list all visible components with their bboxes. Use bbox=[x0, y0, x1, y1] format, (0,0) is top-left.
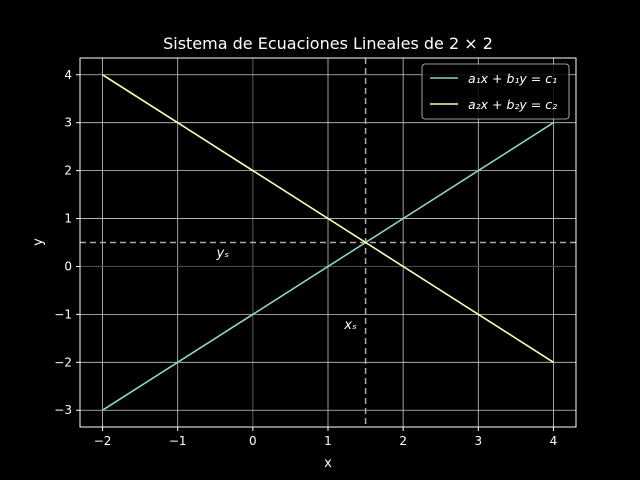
series-line-2 bbox=[102, 74, 554, 363]
x-tick-label: 2 bbox=[399, 434, 407, 448]
x-axis-label: x bbox=[324, 456, 332, 471]
y-axis-label: y bbox=[31, 238, 46, 246]
series-line-1 bbox=[102, 122, 554, 411]
legend: a₁x + b₁y = c₁ a₂x + b₂y = c₂ bbox=[421, 63, 570, 120]
y-tick-label: −3 bbox=[54, 403, 72, 417]
chart-title: Sistema de Ecuaciones Lineales de 2 × 2 bbox=[163, 34, 493, 53]
y-tick-label: 3 bbox=[64, 116, 72, 130]
legend-label-1: a₁x + b₁y = c₁ bbox=[468, 71, 557, 86]
y-tick-label: 0 bbox=[64, 259, 72, 273]
x-tick-label: −1 bbox=[169, 434, 187, 448]
y-tick-label: −2 bbox=[54, 355, 72, 369]
x-tick-label: −2 bbox=[94, 434, 112, 448]
x-tick-label: 3 bbox=[474, 434, 482, 448]
annotation-label: xₛ bbox=[343, 318, 357, 333]
x-tick-label: 0 bbox=[249, 434, 257, 448]
plot-area: xₛ yₛ −2 −1 0 1 2 3 4 −3 −2 −1 0 1 2 3 4 a₁x + b₁y = c₁ a₂… bbox=[54, 57, 577, 448]
x-tick-label: 1 bbox=[324, 434, 332, 448]
y-tick-label: 1 bbox=[64, 212, 72, 226]
x-tick-label: 4 bbox=[550, 434, 558, 448]
legend-label-2: a₂x + b₂y = c₂ bbox=[468, 97, 557, 112]
y-tick-label: −1 bbox=[54, 307, 72, 321]
y-tick-label: 2 bbox=[64, 164, 72, 178]
legend-box bbox=[421, 63, 570, 120]
y-tick-label: 4 bbox=[64, 68, 72, 82]
annotation-label: yₛ bbox=[216, 246, 230, 261]
